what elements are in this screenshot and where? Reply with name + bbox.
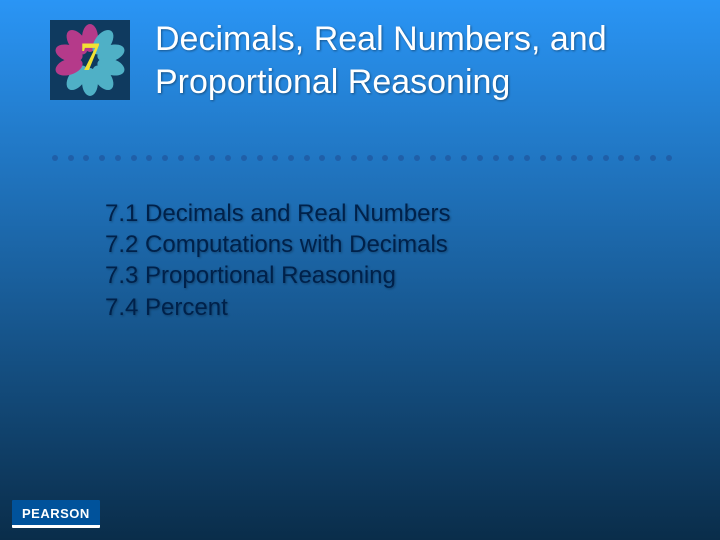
divider-dot	[556, 155, 562, 161]
divider-dots	[52, 155, 672, 161]
divider-dot	[52, 155, 58, 161]
divider-dot	[571, 155, 577, 161]
divider-dot	[304, 155, 310, 161]
divider-dot	[178, 155, 184, 161]
divider-dot	[146, 155, 152, 161]
divider-dot	[115, 155, 121, 161]
divider-dot	[382, 155, 388, 161]
flower-icon: 7	[50, 20, 130, 100]
divider-dot	[398, 155, 404, 161]
divider-dot	[414, 155, 420, 161]
divider-dot	[335, 155, 341, 161]
divider-dot	[650, 155, 656, 161]
divider-dot	[257, 155, 263, 161]
divider-dot	[209, 155, 215, 161]
divider-dot	[445, 155, 451, 161]
divider-dot	[99, 155, 105, 161]
slide-title: Decimals, Real Numbers, and Proportional…	[155, 18, 635, 103]
divider-dot	[83, 155, 89, 161]
divider-dot	[68, 155, 74, 161]
divider-dot	[225, 155, 231, 161]
divider-dot	[540, 155, 546, 161]
section-list: 7.1 Decimals and Real Numbers7.2 Computa…	[105, 198, 450, 323]
divider-dot	[430, 155, 436, 161]
divider-dot	[493, 155, 499, 161]
divider-dot	[241, 155, 247, 161]
slide: 7 Decimals, Real Numbers, and Proportion…	[0, 0, 720, 540]
divider-dot	[634, 155, 640, 161]
divider-dot	[162, 155, 168, 161]
section-item: 7.1 Decimals and Real Numbers	[105, 198, 450, 229]
divider-dot	[194, 155, 200, 161]
divider-dot	[477, 155, 483, 161]
divider-dot	[587, 155, 593, 161]
divider-dot	[288, 155, 294, 161]
pearson-logo: PEARSON	[12, 500, 100, 528]
divider-dot	[131, 155, 137, 161]
section-item: 7.4 Percent	[105, 292, 450, 323]
divider-dot	[524, 155, 530, 161]
divider-dot	[319, 155, 325, 161]
divider-dot	[508, 155, 514, 161]
divider-dot	[272, 155, 278, 161]
section-item: 7.3 Proportional Reasoning	[105, 260, 450, 291]
divider-dot	[351, 155, 357, 161]
divider-dot	[367, 155, 373, 161]
divider-dot	[618, 155, 624, 161]
section-item: 7.2 Computations with Decimals	[105, 229, 450, 260]
divider-dot	[461, 155, 467, 161]
chapter-icon: 7	[50, 20, 130, 100]
divider-dot	[666, 155, 672, 161]
chapter-number: 7	[80, 34, 100, 79]
divider-dot	[603, 155, 609, 161]
